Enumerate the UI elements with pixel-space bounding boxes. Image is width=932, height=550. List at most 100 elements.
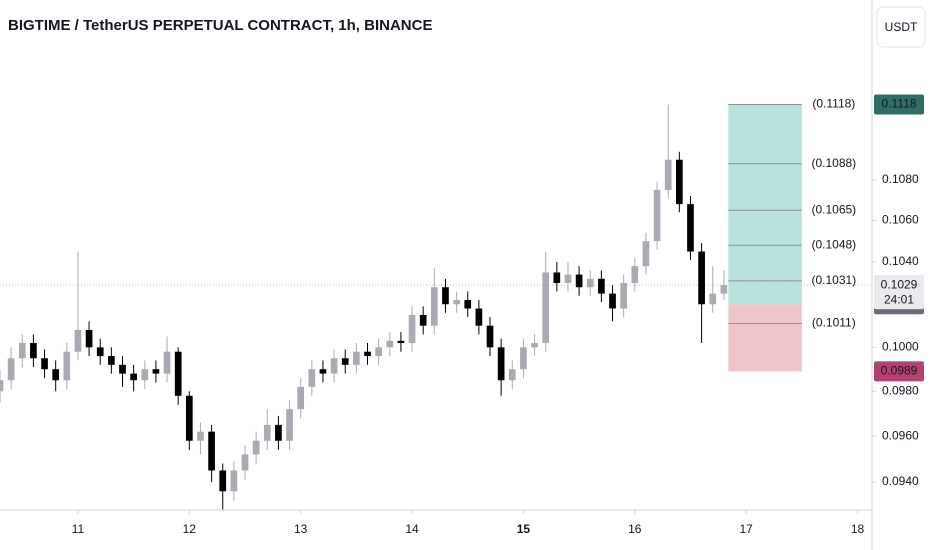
candle-body	[52, 369, 60, 381]
candle-body	[241, 454, 249, 471]
candle-body	[141, 369, 149, 381]
x-tick-label: 15	[517, 522, 531, 536]
candle-body	[520, 347, 527, 370]
x-tick-label: 12	[183, 522, 197, 536]
candle-body	[709, 293, 717, 305]
candle-body	[720, 285, 728, 294]
price-label-box	[874, 94, 924, 115]
candle-body	[486, 325, 494, 348]
candle-body	[653, 189, 661, 242]
candle-body	[185, 395, 193, 441]
level-label: (0.1048)	[811, 237, 856, 251]
candle-body	[252, 440, 260, 455]
level-label: (0.1031)	[811, 273, 856, 287]
candle-body	[41, 358, 48, 370]
candle-body	[30, 342, 37, 359]
level-label: (0.1118)	[812, 97, 855, 111]
candle-body	[74, 329, 82, 352]
y-tick-label: 0.0980	[882, 383, 919, 397]
last-price-box	[874, 275, 924, 310]
x-tick-label: 11	[72, 522, 85, 536]
candle-body	[464, 299, 472, 309]
candle-body	[508, 369, 516, 381]
currency-label[interactable]: USDT	[885, 20, 918, 34]
candle-body	[542, 272, 550, 343]
x-tick-label: 14	[405, 522, 419, 536]
candle-body	[63, 351, 71, 381]
candle-body	[675, 159, 683, 205]
candle-body	[531, 342, 538, 348]
candle-body	[586, 278, 594, 288]
candle-body	[386, 340, 394, 348]
level-label: (0.1065)	[811, 202, 856, 216]
price-label: 0.1118	[882, 97, 917, 111]
candle-body	[553, 272, 561, 283]
candle-body	[130, 373, 137, 381]
x-tick-label: 18	[851, 522, 865, 536]
candle-body	[297, 386, 305, 410]
candle-body	[197, 431, 204, 441]
profit-zone	[728, 104, 802, 305]
candle-body	[497, 347, 505, 381]
candle-body	[330, 358, 338, 374]
candle-body	[475, 308, 483, 326]
candle-body	[18, 342, 26, 359]
candle-body	[85, 329, 93, 348]
last-price-label: 0.1029	[881, 277, 918, 291]
candle-body	[575, 274, 583, 288]
candle-body	[620, 282, 627, 309]
y-tick-label: 0.1000	[882, 340, 919, 354]
candle-body	[598, 278, 605, 294]
candle-body	[163, 351, 171, 374]
candle-body	[286, 409, 293, 441]
candle-body	[430, 287, 438, 326]
candle-body	[152, 369, 160, 374]
candle-body	[108, 356, 115, 365]
candle-body	[453, 299, 460, 305]
x-tick-label: 17	[739, 522, 753, 536]
candle-body	[263, 424, 271, 441]
candle-body	[230, 470, 238, 492]
candle-body	[341, 358, 349, 365]
candle-body	[397, 340, 405, 343]
candle-body	[275, 424, 282, 441]
candle-body	[698, 251, 705, 305]
level-label: (0.1088)	[811, 156, 856, 170]
price-label-box	[874, 361, 924, 382]
y-tick-label: 0.1080	[882, 172, 919, 186]
candle-body	[564, 274, 572, 283]
candle-body	[364, 351, 371, 357]
candle-body	[219, 470, 227, 492]
y-tick-label: 0.1060	[882, 213, 919, 227]
candle-body	[96, 347, 104, 357]
candle-body	[375, 347, 382, 357]
candle-body	[642, 241, 650, 267]
candle-body	[319, 369, 327, 374]
candle-body	[631, 266, 639, 283]
candle-body	[208, 431, 215, 471]
candle-body	[408, 314, 416, 343]
candle-body	[442, 287, 449, 305]
x-tick-label: 13	[294, 522, 308, 536]
candle-body	[119, 364, 126, 374]
candle-body	[308, 369, 316, 387]
y-tick-label: 0.1040	[882, 254, 919, 268]
currency-button[interactable]	[876, 6, 926, 48]
chart-title: BIGTIME / TetherUS PERPETUAL CONTRACT, 1…	[8, 17, 432, 34]
candle-body	[7, 358, 15, 381]
candle-body	[353, 351, 360, 365]
candle-body	[609, 293, 616, 309]
level-label: (0.1011)	[812, 316, 856, 330]
plot-area: (0.1118) (0.1088) (0.1065) (0.1048) (0.1031)…	[0, 97, 872, 510]
countdown: 24:01	[884, 292, 914, 306]
candle-body	[419, 314, 427, 326]
loss-zone	[728, 304, 802, 372]
candle-body	[0, 380, 4, 392]
x-tick-label: 16	[628, 522, 642, 536]
y-tick-label: 0.0960	[882, 428, 919, 442]
candle-body	[687, 204, 694, 252]
candle-body	[174, 351, 182, 396]
y-tick-label: 0.0940	[882, 474, 919, 488]
price-label: 0.0989	[881, 364, 918, 378]
